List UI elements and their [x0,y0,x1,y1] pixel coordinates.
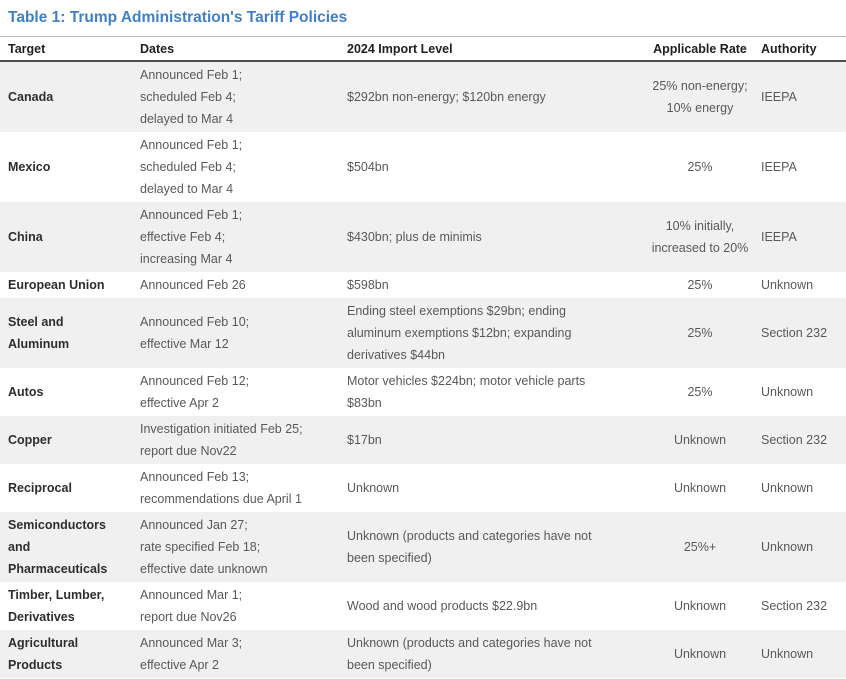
table-body: Canada Announced Feb 1; scheduled Feb 4;… [0,61,846,678]
cell-target: Steel and Aluminum [0,298,140,368]
cell-dates: Announced Mar 3; effective Apr 2 [140,630,347,678]
cell-target: Canada [0,61,140,132]
cell-import-level: Unknown (products and categories have no… [347,630,645,678]
cell-import-level: $598bn [347,272,645,298]
column-header-import-level: 2024 Import Level [347,36,645,62]
cell-dates: Announced Feb 1; scheduled Feb 4; delaye… [140,132,347,202]
cell-import-level: Wood and wood products $22.9bn [347,582,645,630]
cell-target: Semiconductors and Pharmaceuticals [0,512,140,582]
cell-authority: Section 232 [755,582,846,630]
table-row: Reciprocal Announced Feb 13; recommendat… [0,464,846,512]
table-row: Autos Announced Feb 12; effective Apr 2 … [0,368,846,416]
cell-dates: Announced Feb 1; scheduled Feb 4; delaye… [140,61,347,132]
cell-target: European Union [0,272,140,298]
cell-authority: Unknown [755,512,846,582]
cell-target: Autos [0,368,140,416]
cell-authority: IEEPA [755,132,846,202]
cell-dates: Announced Feb 26 [140,272,347,298]
cell-applicable-rate: 25% [645,298,755,368]
cell-import-level: Unknown (products and categories have no… [347,512,645,582]
column-header-applicable-rate: Applicable Rate [645,36,755,62]
cell-dates: Announced Feb 12; effective Apr 2 [140,368,347,416]
cell-import-level: $292bn non-energy; $120bn energy [347,61,645,132]
column-header-authority: Authority [755,36,846,62]
table-row: Mexico Announced Feb 1; scheduled Feb 4;… [0,132,846,202]
cell-applicable-rate: 25% [645,272,755,298]
table-row: Timber, Lumber, Derivatives Announced Ma… [0,582,846,630]
cell-authority: IEEPA [755,61,846,132]
table-row: Agricultural Products Announced Mar 3; e… [0,630,846,678]
cell-authority: Section 232 [755,416,846,464]
cell-target: Copper [0,416,140,464]
cell-applicable-rate: 25% non-energy; 10% energy [645,61,755,132]
table-row: Copper Investigation initiated Feb 25; r… [0,416,846,464]
column-header-target: Target [0,36,140,62]
table-header: Target Dates 2024 Import Level Applicabl… [0,36,846,62]
table-row: Canada Announced Feb 1; scheduled Feb 4;… [0,61,846,132]
cell-target: Reciprocal [0,464,140,512]
cell-dates: Investigation initiated Feb 25; report d… [140,416,347,464]
table-title: Table 1: Trump Administration's Tariff P… [8,9,348,26]
column-header-dates: Dates [140,36,347,62]
table-row: China Announced Feb 1; effective Feb 4; … [0,202,846,272]
tariff-policies-table: Target Dates 2024 Import Level Applicabl… [0,36,846,678]
cell-target: Timber, Lumber, Derivatives [0,582,140,630]
cell-applicable-rate: Unknown [645,630,755,678]
cell-import-level: Ending steel exemptions $29bn; ending al… [347,298,645,368]
cell-dates: Announced Feb 10; effective Mar 12 [140,298,347,368]
cell-target: Agricultural Products [0,630,140,678]
cell-dates: Announced Mar 1; report due Nov26 [140,582,347,630]
cell-authority: Section 232 [755,298,846,368]
cell-applicable-rate: 25% [645,132,755,202]
cell-dates: Announced Feb 13; recommendations due Ap… [140,464,347,512]
cell-authority: IEEPA [755,202,846,272]
cell-authority: Unknown [755,630,846,678]
table-row: Semiconductors and Pharmaceuticals Annou… [0,512,846,582]
cell-target: Mexico [0,132,140,202]
cell-dates: Announced Jan 27; rate specified Feb 18;… [140,512,347,582]
header-row: Target Dates 2024 Import Level Applicabl… [0,36,846,62]
cell-applicable-rate: 25% [645,368,755,416]
cell-import-level: Unknown [347,464,645,512]
table-row: Steel and Aluminum Announced Feb 10; eff… [0,298,846,368]
cell-applicable-rate: 25%+ [645,512,755,582]
cell-import-level: Motor vehicles $224bn; motor vehicle par… [347,368,645,416]
cell-authority: Unknown [755,272,846,298]
cell-authority: Unknown [755,368,846,416]
cell-target: China [0,202,140,272]
cell-dates: Announced Feb 1; effective Feb 4; increa… [140,202,347,272]
cell-applicable-rate: Unknown [645,582,755,630]
cell-authority: Unknown [755,464,846,512]
cell-import-level: $430bn; plus de minimis [347,202,645,272]
cell-applicable-rate: 10% initially, increased to 20% [645,202,755,272]
cell-import-level: $504bn [347,132,645,202]
cell-applicable-rate: Unknown [645,416,755,464]
cell-applicable-rate: Unknown [645,464,755,512]
cell-import-level: $17bn [347,416,645,464]
table-row: European Union Announced Feb 26 $598bn 2… [0,272,846,298]
